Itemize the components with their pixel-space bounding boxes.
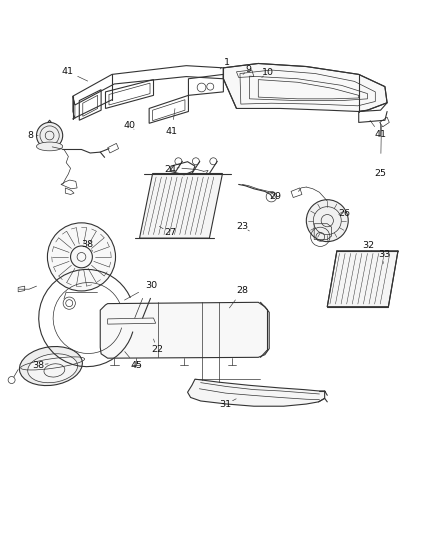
Polygon shape	[223, 63, 387, 111]
Text: 9: 9	[246, 64, 252, 74]
Text: 22: 22	[151, 345, 163, 354]
Ellipse shape	[28, 354, 78, 383]
Text: 26: 26	[339, 209, 351, 218]
Text: 40: 40	[124, 120, 135, 130]
Text: 30: 30	[145, 281, 157, 290]
Circle shape	[47, 223, 116, 291]
Polygon shape	[140, 174, 223, 238]
Text: 27: 27	[164, 228, 176, 237]
Text: 32: 32	[362, 241, 374, 251]
Text: 33: 33	[378, 250, 390, 259]
Polygon shape	[100, 302, 269, 358]
Ellipse shape	[36, 142, 63, 151]
Text: 24: 24	[164, 165, 176, 174]
Text: 41: 41	[166, 127, 178, 136]
Text: 31: 31	[219, 400, 232, 409]
Text: 29: 29	[269, 192, 281, 201]
Text: 1: 1	[224, 58, 230, 67]
Text: 45: 45	[130, 361, 142, 370]
Text: 28: 28	[236, 286, 248, 295]
Circle shape	[36, 123, 63, 149]
Text: 23: 23	[236, 222, 248, 231]
Text: 41: 41	[61, 67, 73, 76]
Text: 38: 38	[32, 361, 44, 370]
Text: 8: 8	[28, 131, 33, 140]
Circle shape	[306, 200, 348, 241]
Text: 38: 38	[81, 240, 93, 249]
Text: 25: 25	[374, 169, 387, 179]
Text: 10: 10	[262, 68, 274, 77]
Ellipse shape	[19, 346, 82, 385]
Polygon shape	[327, 251, 398, 306]
Text: 41: 41	[374, 130, 387, 139]
Polygon shape	[187, 379, 325, 406]
